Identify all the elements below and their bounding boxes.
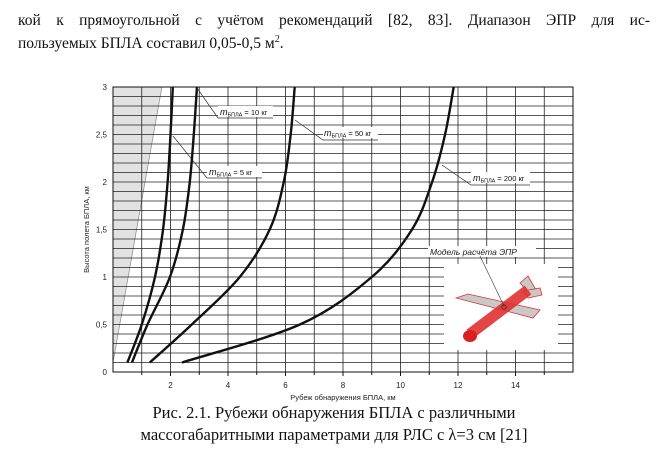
x-tick-label: 6	[283, 381, 288, 390]
x-tick-label: 4	[226, 381, 231, 390]
series-label-mass-symbol: m	[324, 128, 332, 138]
model-fuselage	[466, 285, 532, 339]
model-nose	[463, 330, 477, 342]
body-text-line-1: кой к прямоугольной с учётом рекомендаци…	[18, 12, 650, 29]
series-label-background	[471, 172, 530, 183]
series-label-mass-symbol: m	[220, 107, 228, 117]
superscript: 2	[274, 34, 280, 45]
series-label-value: = 200 кг	[495, 174, 524, 183]
series-label-value: = 10 кг	[242, 108, 267, 117]
series-label-mass-symbol: m	[473, 173, 481, 183]
series-label: mБПЛА = 50 кг	[324, 128, 372, 140]
y-tick-label: 0,5	[96, 321, 108, 330]
x-tick-label: 8	[341, 381, 346, 390]
series-label-leader	[441, 164, 530, 186]
inset-label-background	[428, 246, 536, 257]
y-tick-label: 2	[103, 178, 108, 187]
series-label-background	[218, 106, 273, 117]
body-text-line-2: пользуемых БПЛА составил 0,05-0,5 м2.	[18, 33, 650, 55]
curve-series	[181, 86, 455, 364]
y-tick-label: 2,5	[96, 131, 108, 140]
series-label-value: = 5 кг	[231, 168, 252, 177]
series-label-subscript: БПЛА	[228, 113, 243, 119]
series-label-subscript: БПЛА	[332, 134, 347, 140]
y-axis-label: Высота полета БПЛА, км	[82, 186, 91, 273]
x-axis-label: Рубеж обнаружения БПЛА, км	[290, 393, 395, 402]
model-center-marker	[501, 304, 507, 310]
figure-caption: Рис. 2.1. Рубежи обнаружения БПЛА с разл…	[0, 402, 668, 446]
x-tick-label: 12	[454, 381, 463, 390]
y-tick-label: 1,5	[96, 226, 108, 235]
series-label: mБПЛА = 5 кг	[209, 167, 252, 179]
x-tick-label: 10	[396, 381, 405, 390]
series-label-mass-symbol: m	[209, 167, 217, 177]
curve-series	[130, 86, 199, 363]
curve-series	[126, 86, 174, 363]
series-label-leader	[172, 135, 262, 179]
series-label-background	[207, 166, 262, 177]
x-tick-label: 2	[168, 381, 173, 390]
series-label: mБПЛА = 10 кг	[220, 107, 268, 119]
rcs-model-inset: Модель расчёта ЭПР	[428, 246, 558, 350]
inset-label-leader	[479, 255, 505, 307]
series-label-leader	[294, 119, 378, 141]
series-label-background	[323, 127, 378, 138]
series-label-subscript: БПЛА	[217, 173, 232, 179]
series-label-subscript: БПЛА	[481, 179, 496, 185]
shaded-region-edge	[112, 86, 163, 363]
body-text-line-2-end: .	[279, 35, 284, 52]
y-tick-label: 0	[103, 368, 108, 377]
caption-line-1: Рис. 2.1. Рубежи обнаружения БПЛА с разл…	[152, 403, 516, 422]
series-label: mБПЛА = 200 кг	[473, 173, 525, 185]
caption-line-2: массогабаритными параметрами для РЛС с λ…	[140, 425, 528, 444]
x-tick-label: 14	[511, 381, 520, 390]
series-label-leader	[196, 87, 273, 119]
y-tick-label: 1	[103, 273, 108, 282]
y-tick-label: 3	[103, 83, 108, 92]
body-text-line-2-main: пользуемых БПЛА составил 0,05-0,5 м	[18, 35, 275, 52]
series-label-value: = 50 кг	[346, 129, 371, 138]
curve-series	[148, 86, 296, 364]
inset-label: Модель расчёта ЭПР	[430, 247, 517, 257]
